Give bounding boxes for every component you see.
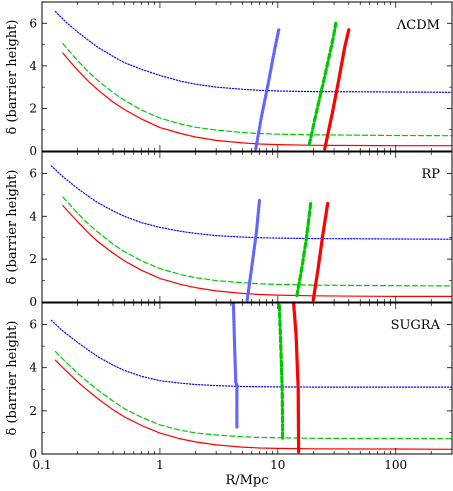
series-line-2 — [54, 359, 452, 450]
panel-rp: 0 2 4 6 RP — [29, 151, 453, 309]
panel-sugra: 0 2 4 6 0.1 1 10 100 SUGRA — [29, 302, 453, 472]
panel-frame — [41, 1, 453, 152]
y-tick-label: 6 — [29, 16, 37, 30]
series-line-1 — [54, 350, 452, 440]
y-tick-label: 0 — [29, 144, 37, 158]
series-line-5 — [292, 303, 301, 454]
y-tick-label: 0 — [29, 447, 37, 461]
panel-frame — [41, 302, 453, 455]
y-tick-label: 2 — [29, 252, 37, 266]
y-tick-label: 4 — [29, 209, 37, 223]
series-line-1 — [62, 42, 452, 137]
x-tick-label: 0.1 — [32, 458, 51, 472]
series-line-2 — [62, 205, 452, 297]
panel-lcdm: 0 2 4 6 ΛCDM — [29, 1, 453, 158]
y-tick-label: 4 — [29, 59, 37, 73]
panel-frame — [41, 151, 453, 303]
series-line-4 — [277, 303, 285, 443]
series-line-3 — [231, 303, 239, 430]
y-tick-label: 2 — [29, 404, 37, 418]
series-line-0 — [50, 165, 452, 240]
y-axis-label-sugra: δ (barrier height) — [5, 321, 20, 436]
panel-frames — [41, 1, 453, 455]
x-tick-label: 100 — [384, 458, 407, 472]
series-line-5 — [311, 201, 330, 302]
series-line-0 — [50, 319, 452, 388]
x-axis-label: R/Mpc — [225, 473, 268, 488]
series-line-3 — [254, 28, 281, 151]
series-line-2 — [62, 52, 452, 147]
series-line-1 — [62, 196, 452, 287]
y-tick-label: 0 — [29, 295, 37, 309]
y-axis-label-rp: δ (barrier height) — [5, 170, 20, 285]
panel-label: ΛCDM — [396, 18, 440, 33]
panel-label: RP — [421, 167, 440, 182]
series-line-3 — [245, 197, 262, 302]
x-tick-label: 10 — [270, 458, 285, 472]
y-tick-label: 6 — [29, 318, 37, 332]
y-axis-label-lcdm: δ (barrier height) — [5, 20, 20, 135]
x-tick-label: 1 — [156, 458, 164, 472]
y-tick-label: 6 — [29, 166, 37, 180]
series-line-4 — [295, 201, 313, 298]
y-tick-label: 2 — [29, 101, 37, 115]
panel-label: SUGRA — [391, 318, 441, 333]
y-tick-label: 4 — [29, 361, 37, 375]
series-line-5 — [323, 28, 351, 151]
series-line-4 — [307, 21, 338, 147]
series-line-0 — [54, 11, 452, 93]
